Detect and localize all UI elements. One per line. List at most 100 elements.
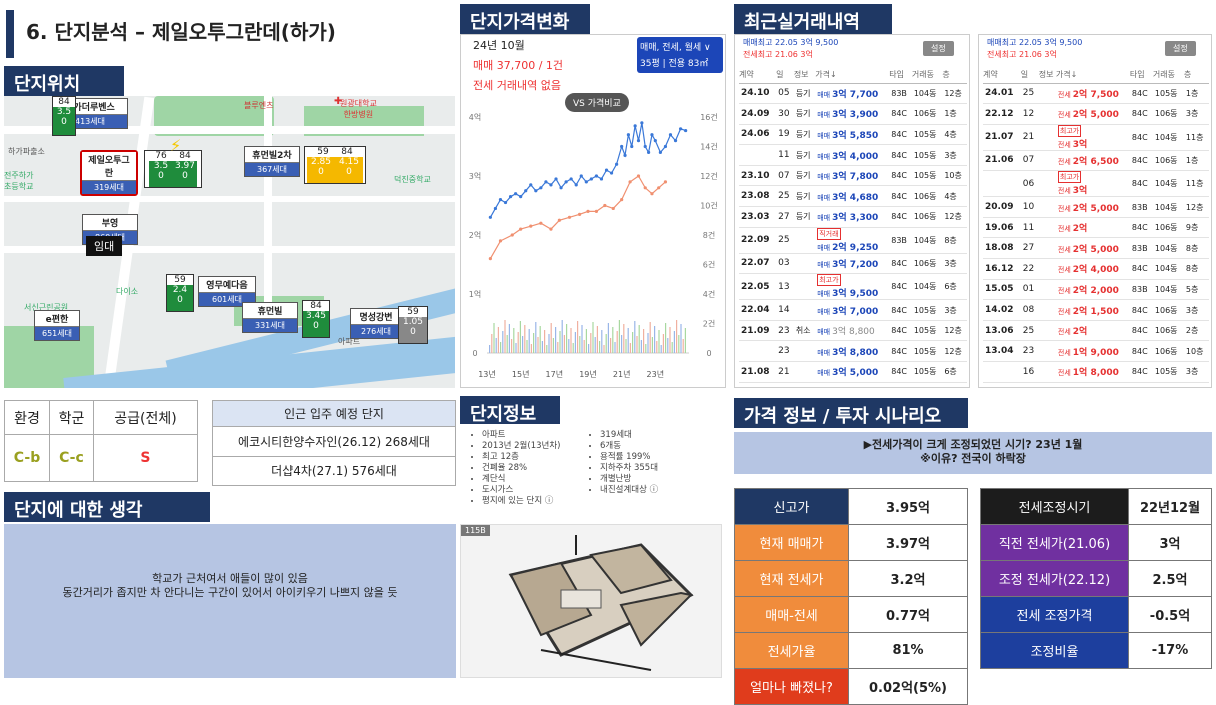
volume-bar xyxy=(612,327,614,353)
data-point xyxy=(643,186,647,190)
tx-price: 3억 7,800 xyxy=(832,172,879,183)
volume-bar xyxy=(559,331,561,353)
table-row[interactable]: 22.12 12 전세 2억 5,000 84C 106동 3층 xyxy=(983,103,1209,125)
table-row[interactable]: 19.06 11 전세 2억 84C 106동 9층 xyxy=(983,217,1209,239)
table-row[interactable]: 21.08 21 매매 3억 5,000 84C 105동 6층 xyxy=(739,361,967,383)
volume-bar xyxy=(651,337,653,353)
table-row[interactable]: 24.06 19 등기 매매 3억 5,850 84C 105동 4층 xyxy=(739,124,967,146)
tx-price: 2억 4,000 xyxy=(1072,265,1119,276)
table-row[interactable]: 13.06 25 전세 2억 84C 106동 2층 xyxy=(983,320,1209,342)
settings-button[interactable]: 설정 xyxy=(1165,41,1196,56)
data-point xyxy=(510,233,514,237)
table-row[interactable]: 22.07 03 매매 3억 7,200 84C 106동 3층 xyxy=(739,253,967,275)
y-right-tick-label: 4건 xyxy=(703,289,715,299)
table-row[interactable]: 16 전세 1억 8,000 84C 105동 3층 xyxy=(983,361,1209,383)
chart-filter-button[interactable]: 매매, 전세, 월세 ∨ 35평 | 전용 83㎡ xyxy=(637,37,723,73)
data-point xyxy=(589,177,593,181)
floorplan: 115B xyxy=(460,524,722,678)
ratings-table: 환경 학군 공급(전체) C-b C-c S xyxy=(4,400,199,482)
data-point xyxy=(647,150,651,154)
price-chart: 0 1억 2억 3억 4억 0 2건 4건 6건 8건 10건 12건 14건 16건 13년 15년 17년 1… xyxy=(469,112,718,379)
rating-value: C-c xyxy=(49,434,94,482)
table-row[interactable]: 21.07 21 최고가 전세 3억 84C 104동 11층 xyxy=(983,124,1209,151)
tx-header-cell[interactable]: 가격↓ xyxy=(815,67,890,84)
data-point xyxy=(584,180,588,184)
table-row[interactable]: 06 최고가 전세 3억 84C 104동 11층 xyxy=(983,170,1209,198)
data-point xyxy=(503,200,508,205)
map-marker-epyeonhan[interactable]: e편한 651세대 xyxy=(34,310,80,341)
tx-table-right: 계약 일 정보 가격↓ 타입 거래동 층 24.01 25 전세 2억 7,500 84C 105동 1… xyxy=(983,67,1209,383)
data-point xyxy=(498,239,503,243)
volume-bar xyxy=(618,320,620,353)
table-row[interactable]: 15.05 01 전세 2억 2,000 83B 104동 5층 xyxy=(983,279,1209,301)
upcoming-table: 인근 입주 예정 단지 에코시티한양수자인(26.12) 268세대 더샵4차(… xyxy=(212,400,456,486)
table-row[interactable]: 24.10 05 등기 매매 3억 7,700 83B 104동 12층 xyxy=(739,83,967,105)
data-point xyxy=(636,174,641,178)
table-row[interactable]: 22.05 13 최고가 매매 3억 9,500 84C 104동 6층 xyxy=(739,273,967,301)
compare-button[interactable]: VS 가격비교 xyxy=(565,93,629,112)
volume-bar xyxy=(638,325,640,353)
data-point xyxy=(673,139,678,143)
table-row[interactable]: 21.09 23 취소 매매 3억 8,800 84C 105동 12층 xyxy=(739,320,967,342)
data-point xyxy=(564,180,568,184)
series-line xyxy=(489,122,686,218)
volume-bar xyxy=(682,339,684,353)
table-row[interactable]: 22.09 25 직거래 매매 2억 9,250 83B 104동 8층 xyxy=(739,227,967,254)
table-row[interactable]: 22.04 14 매매 3억 7,000 84C 105동 3층 xyxy=(739,299,967,321)
volume-bar xyxy=(665,323,667,353)
info-item: 6개동 xyxy=(600,441,658,452)
y-right-tick-label: 14건 xyxy=(700,142,718,152)
volume-bar xyxy=(660,345,662,353)
volume-bar xyxy=(654,326,656,353)
tx-price: 2억 1,500 xyxy=(1072,306,1119,317)
volume-bar xyxy=(561,320,563,353)
tx-header-cell: 계약 xyxy=(983,67,1021,84)
data-point xyxy=(657,186,661,190)
settings-button[interactable]: 설정 xyxy=(923,41,954,56)
table-row[interactable]: 13.04 23 전세 1억 9,000 84C 106동 10층 xyxy=(983,340,1209,363)
location-map[interactable]: 원광대학교 한방병원 ✚ 블루엔츠 하가파출소 전주하가 초등학교 덕진중학교 다이… xyxy=(4,96,455,388)
table-row[interactable]: 23.08 25 등기 매매 3억 4,680 84C 106동 4층 xyxy=(739,185,967,208)
table-row[interactable]: 23.10 07 등기 매매 3억 7,800 84C 105동 10층 xyxy=(739,165,967,187)
scenario-row: 신고가 3.95억 xyxy=(734,488,968,525)
map-marker-humanvil[interactable]: 휴먼빌 331세대 xyxy=(242,302,298,333)
info-item: 도시가스 xyxy=(482,485,560,496)
volume-bar xyxy=(610,338,612,353)
x-tick-label: 19년 xyxy=(579,369,597,379)
data-point xyxy=(650,133,654,137)
volume-bar xyxy=(570,328,572,353)
tx-header-cell: 타입 xyxy=(1129,67,1153,84)
table-row[interactable]: 18.08 27 전세 2억 5,000 83B 104동 8층 xyxy=(983,237,1209,260)
table-row[interactable]: 11 등기 매매 3억 4,000 84C 105동 3층 xyxy=(739,144,967,166)
volume-bar xyxy=(552,338,554,353)
map-marker-myungsung[interactable]: 명성강변 276세대 xyxy=(350,308,402,339)
price-info-table: 신고가 3.95억 현재 매매가 3.97억 현재 전세가 3.2억 매매-전세 0.77억 전… xyxy=(734,488,968,705)
page-title: 6. 단지분석 – 제일오투그란데(하가) xyxy=(6,10,336,58)
map-marker-jeilotu[interactable]: 제일오투그란 319세대 xyxy=(80,150,138,196)
table-row[interactable]: 20.09 10 전세 2억 5,000 83B 104동 12층 xyxy=(983,196,1209,218)
y-right-tick-label: 10건 xyxy=(700,201,718,211)
volume-bar xyxy=(596,326,598,353)
rating-header: 공급(전체) xyxy=(92,400,199,435)
table-row[interactable]: 21.06 07 전세 2억 6,500 84C 106동 1층 xyxy=(983,150,1209,172)
tx-price: 3억 9,500 xyxy=(832,289,879,300)
table-row[interactable]: 24.09 30 등기 매매 3억 3,900 84C 106동 1층 xyxy=(739,103,967,125)
map-marker-youngmu[interactable]: 영무예다음 601세대 xyxy=(198,276,256,307)
table-row[interactable]: 14.02 08 전세 2억 1,500 84C 106동 3층 xyxy=(983,299,1209,321)
table-row[interactable]: 23 매매 3억 8,800 84C 105동 12층 xyxy=(739,340,967,363)
table-row[interactable]: 24.01 25 전세 2억 7,500 84C 105동 1층 xyxy=(983,83,1209,105)
volume-bar xyxy=(572,343,574,353)
volume-bar xyxy=(550,323,552,353)
hospital-label: 원광대학교 한방병원 xyxy=(340,99,377,119)
volume-bar xyxy=(522,336,524,353)
police-label: 하가파출소 xyxy=(8,147,45,156)
table-row[interactable]: 23.03 27 등기 매매 3억 3,300 84C 106동 12층 xyxy=(739,206,967,228)
volume-bar xyxy=(627,328,629,353)
volume-bar xyxy=(497,327,499,353)
tx-header-cell[interactable]: 가격↓ xyxy=(1055,67,1130,84)
volume-bar xyxy=(645,344,647,353)
map-marker-humanvil2[interactable]: 휴먼빌2차 367세대 xyxy=(244,146,300,177)
tx-summary-jeonse: 전세최고 21.06 3억 xyxy=(987,50,1057,59)
tx-panel-left: 매매최고 22.05 3억 9,500 전세최고 21.06 3억 설정 계약 일… xyxy=(734,34,970,388)
table-row[interactable]: 16.12 22 전세 2억 4,000 84C 104동 8층 xyxy=(983,258,1209,280)
